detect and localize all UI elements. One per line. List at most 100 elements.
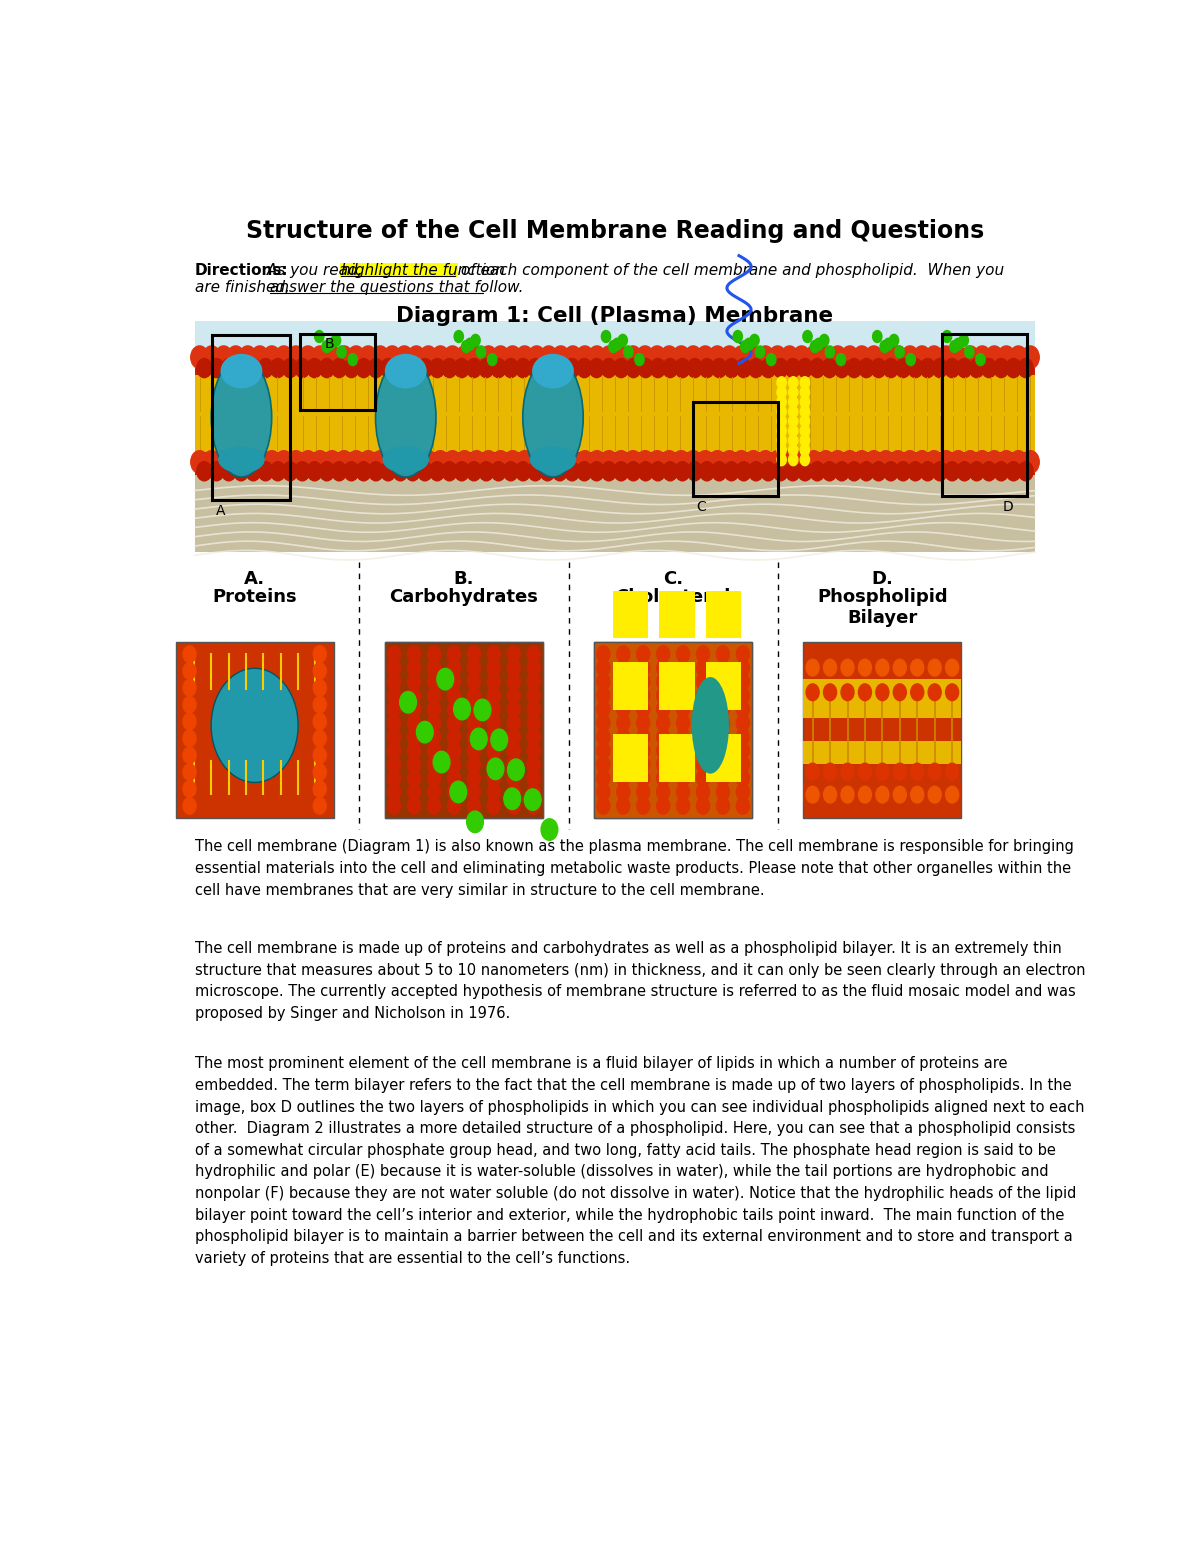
Bar	[659, 662, 695, 710]
Circle shape	[817, 450, 834, 474]
Circle shape	[800, 415, 810, 427]
Circle shape	[396, 346, 413, 368]
Circle shape	[773, 461, 788, 481]
Circle shape	[388, 674, 401, 690]
Circle shape	[656, 700, 670, 717]
Circle shape	[313, 764, 326, 781]
Circle shape	[788, 426, 798, 436]
Circle shape	[944, 461, 960, 481]
Circle shape	[408, 646, 420, 663]
Circle shape	[876, 763, 889, 780]
Circle shape	[467, 811, 484, 832]
Circle shape	[781, 450, 798, 474]
Circle shape	[677, 660, 690, 676]
Circle shape	[356, 359, 371, 377]
Circle shape	[841, 683, 854, 700]
Circle shape	[467, 742, 480, 759]
Circle shape	[576, 450, 594, 474]
Circle shape	[467, 674, 480, 690]
Circle shape	[925, 346, 943, 368]
Circle shape	[467, 646, 480, 663]
Circle shape	[589, 461, 604, 481]
Circle shape	[337, 346, 347, 357]
Circle shape	[800, 426, 810, 436]
Circle shape	[932, 461, 947, 481]
Circle shape	[258, 461, 272, 481]
Bar	[803, 643, 961, 818]
Circle shape	[733, 331, 743, 343]
Circle shape	[420, 450, 437, 474]
Circle shape	[724, 461, 739, 481]
Circle shape	[487, 646, 500, 663]
Ellipse shape	[385, 354, 427, 388]
Circle shape	[462, 340, 470, 353]
Circle shape	[756, 346, 764, 357]
Circle shape	[528, 461, 542, 481]
Circle shape	[596, 660, 610, 676]
Circle shape	[617, 797, 630, 814]
Circle shape	[1009, 346, 1027, 368]
Circle shape	[920, 359, 935, 377]
Circle shape	[617, 660, 630, 676]
Circle shape	[656, 674, 670, 690]
Circle shape	[408, 700, 420, 717]
Circle shape	[776, 396, 786, 408]
Circle shape	[877, 346, 895, 368]
Circle shape	[913, 450, 931, 474]
Circle shape	[946, 763, 959, 780]
Circle shape	[688, 461, 702, 481]
Circle shape	[400, 691, 416, 713]
Circle shape	[617, 700, 630, 717]
Circle shape	[745, 346, 762, 368]
Ellipse shape	[529, 446, 576, 474]
Circle shape	[596, 797, 610, 814]
Circle shape	[865, 450, 883, 474]
Circle shape	[617, 770, 630, 787]
Circle shape	[504, 787, 521, 809]
Circle shape	[785, 461, 800, 481]
Circle shape	[841, 346, 859, 368]
Circle shape	[893, 683, 906, 700]
Circle shape	[448, 728, 461, 745]
Circle shape	[468, 346, 485, 368]
Circle shape	[408, 797, 420, 814]
Circle shape	[716, 797, 730, 814]
Circle shape	[785, 359, 800, 377]
Circle shape	[487, 674, 500, 690]
Circle shape	[841, 658, 854, 676]
Circle shape	[700, 461, 714, 481]
Bar	[803, 783, 961, 803]
Circle shape	[985, 346, 1003, 368]
Circle shape	[954, 339, 962, 349]
Circle shape	[612, 339, 622, 349]
Circle shape	[946, 658, 959, 676]
Circle shape	[480, 346, 498, 368]
Circle shape	[258, 359, 272, 377]
Circle shape	[677, 674, 690, 690]
Circle shape	[418, 461, 432, 481]
Circle shape	[859, 359, 874, 377]
Circle shape	[810, 359, 824, 377]
Circle shape	[427, 660, 440, 676]
Circle shape	[527, 714, 540, 731]
Circle shape	[467, 359, 481, 377]
Circle shape	[552, 346, 570, 368]
Circle shape	[467, 756, 480, 773]
Circle shape	[295, 359, 310, 377]
Circle shape	[588, 450, 606, 474]
Circle shape	[817, 346, 834, 368]
Circle shape	[508, 700, 521, 717]
Circle shape	[467, 784, 480, 800]
Circle shape	[788, 415, 798, 427]
Circle shape	[487, 742, 500, 759]
Circle shape	[427, 784, 440, 800]
Bar	[194, 413, 1036, 452]
Circle shape	[700, 359, 714, 377]
Circle shape	[834, 359, 850, 377]
Circle shape	[448, 700, 461, 717]
Circle shape	[467, 700, 480, 717]
Circle shape	[637, 728, 649, 745]
Circle shape	[716, 700, 730, 717]
Circle shape	[527, 797, 540, 814]
Circle shape	[528, 359, 542, 377]
